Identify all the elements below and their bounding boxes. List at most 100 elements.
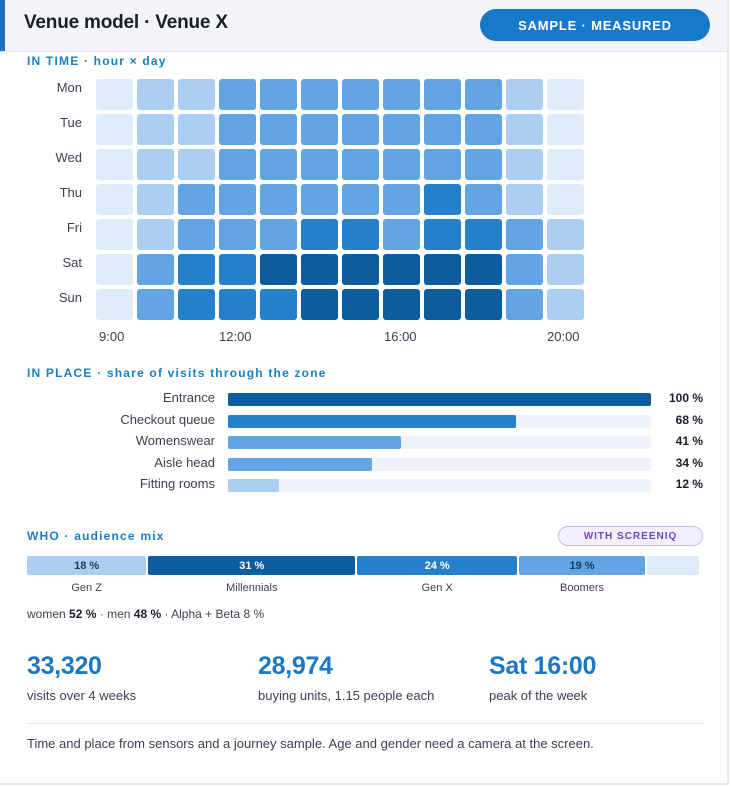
heatmap-cell bbox=[260, 254, 297, 285]
heatmap-cell bbox=[96, 184, 133, 215]
heatmap-cell bbox=[424, 289, 461, 320]
day-label: Wed bbox=[55, 150, 83, 165]
day-label: Fri bbox=[66, 220, 82, 235]
hour-label: 16:00 bbox=[384, 329, 417, 344]
in-place-section-label: IN PLACE · share of visits through the z… bbox=[27, 366, 327, 380]
footnote: Time and place from sensors and a journe… bbox=[27, 736, 594, 751]
zone-percent: 12 % bbox=[675, 477, 703, 491]
heatmap-cell bbox=[178, 184, 215, 215]
zone-bar-track bbox=[228, 436, 651, 449]
heatmap-cell bbox=[424, 149, 461, 180]
heatmap-cell bbox=[465, 79, 502, 110]
visits-stat-label: visits over 4 weeks bbox=[27, 688, 137, 703]
heatmap-cell bbox=[96, 149, 133, 180]
heatmap-cell bbox=[424, 219, 461, 250]
audience-segment: 24 % bbox=[357, 556, 517, 575]
heatmap-cell bbox=[137, 184, 174, 215]
zone-percent: 100 % bbox=[668, 391, 703, 405]
zone-bar-fill bbox=[228, 436, 402, 449]
heatmap-cell bbox=[547, 149, 584, 180]
heatmap-cell bbox=[260, 114, 297, 145]
heatmap-cell bbox=[178, 114, 215, 145]
heatmap-cell bbox=[342, 79, 379, 110]
separator: · bbox=[164, 607, 172, 621]
heatmap-cell bbox=[178, 254, 215, 285]
heatmap-cell bbox=[342, 289, 379, 320]
zone-bar-track bbox=[228, 393, 651, 406]
audience-segment: 19 % bbox=[519, 556, 646, 575]
header-accent bbox=[0, 0, 5, 51]
heatmap-cell bbox=[137, 114, 174, 145]
heatmap-cell bbox=[219, 184, 256, 215]
heatmap-cell bbox=[383, 114, 420, 145]
heatmap-cell bbox=[506, 289, 543, 320]
day-label: Tue bbox=[60, 115, 82, 130]
heatmap-cell bbox=[260, 149, 297, 180]
women-label: women bbox=[27, 607, 66, 621]
heatmap-cell bbox=[506, 219, 543, 250]
heatmap-cell bbox=[506, 114, 543, 145]
heatmap-cell bbox=[342, 149, 379, 180]
zone-bar-fill bbox=[228, 457, 372, 471]
gender-split: women 52 % · men 48 % · Alpha + Beta 8 % bbox=[27, 607, 264, 621]
heatmap-cell bbox=[383, 79, 420, 110]
divider bbox=[27, 723, 703, 724]
heatmap-cell bbox=[424, 114, 461, 145]
sample-measured-badge: SAMPLE · MEASURED bbox=[480, 9, 710, 41]
other-generations: Alpha + Beta 8 % bbox=[171, 607, 265, 621]
hour-label: 9:00 bbox=[99, 329, 125, 344]
heatmap-cell bbox=[547, 79, 584, 110]
audience-segment-label: Gen Z bbox=[71, 582, 102, 594]
heatmap-cell bbox=[96, 254, 133, 285]
audience-segment-label: Boomers bbox=[560, 582, 605, 594]
audience-segment-label: Millennials bbox=[226, 582, 278, 594]
heatmap-cell bbox=[260, 219, 297, 250]
heatmap-cell bbox=[301, 219, 338, 250]
heatmap-cell bbox=[96, 289, 133, 320]
who-section-label: WHO · audience mix bbox=[27, 529, 165, 543]
heatmap-cell bbox=[342, 254, 379, 285]
heatmap-cell bbox=[219, 289, 256, 320]
heatmap-cell bbox=[383, 184, 420, 215]
heatmap-cell bbox=[383, 219, 420, 250]
heatmap-cell bbox=[547, 254, 584, 285]
visits-stat-value: 33,320 bbox=[27, 652, 102, 680]
heatmap-cell bbox=[178, 79, 215, 110]
buying-units-stat-label: buying units, 1.15 people each bbox=[258, 688, 435, 703]
page-title: Venue model · Venue X bbox=[24, 12, 228, 33]
heatmap-cell bbox=[383, 149, 420, 180]
peak-stat-label: peak of the week bbox=[489, 688, 588, 703]
heatmap-cell bbox=[465, 254, 502, 285]
zone-percent: 41 % bbox=[675, 434, 703, 448]
day-label: Sun bbox=[58, 290, 82, 305]
hour-label: 12:00 bbox=[219, 329, 252, 344]
heatmap-cell bbox=[342, 219, 379, 250]
heatmap-cell bbox=[424, 254, 461, 285]
zone-bar-track bbox=[228, 414, 651, 428]
heatmap-cell bbox=[96, 79, 133, 110]
heatmap-cell bbox=[260, 289, 297, 320]
heatmap-cell bbox=[465, 184, 502, 215]
with-screeniq-badge[interactable]: WITH SCREENIQ bbox=[558, 526, 703, 546]
heatmap-cell bbox=[547, 114, 584, 145]
women-value: 52 % bbox=[69, 607, 97, 621]
heatmap-cell bbox=[465, 149, 502, 180]
heatmap-cell bbox=[96, 219, 133, 250]
zone-bar-track bbox=[228, 479, 651, 492]
zone-label: Womenswear bbox=[135, 433, 215, 448]
separator: · bbox=[99, 607, 108, 621]
heatmap-cell bbox=[424, 79, 461, 110]
heatmap-cell bbox=[137, 149, 174, 180]
audience-segment: 18 % bbox=[27, 556, 147, 575]
buying-units-stat-value: 28,974 bbox=[258, 652, 333, 680]
zone-label: Checkout queue bbox=[120, 411, 215, 427]
heatmap-cell bbox=[424, 184, 461, 215]
heatmap-cell bbox=[383, 254, 420, 285]
heatmap-cell bbox=[301, 184, 338, 215]
heatmap-cell bbox=[506, 79, 543, 110]
audience-segment bbox=[647, 556, 699, 575]
men-value: 48 % bbox=[133, 607, 162, 621]
audience-segment-label: Gen X bbox=[421, 582, 453, 594]
heatmap-cell bbox=[178, 219, 215, 250]
